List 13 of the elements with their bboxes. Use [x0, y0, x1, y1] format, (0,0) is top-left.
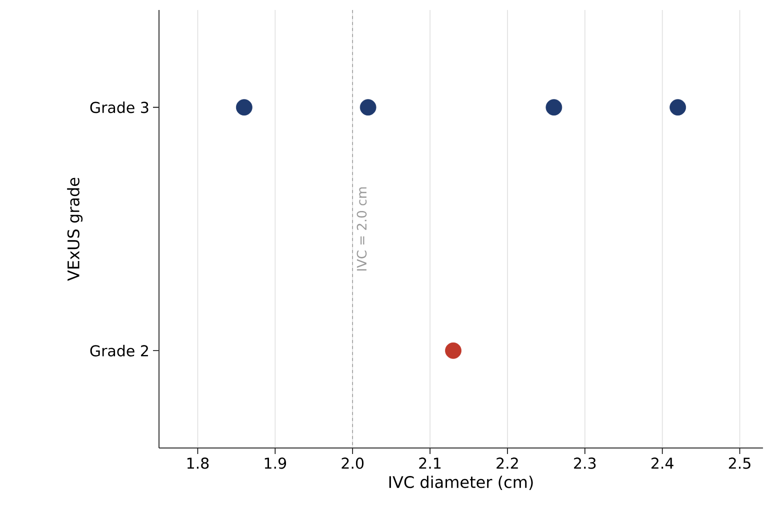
x-tick-label: 2.0 — [342, 458, 364, 469]
y-tick-label: Grade 3 — [90, 102, 148, 114]
x-tick-label: 1.8 — [187, 458, 209, 469]
x-tick-label: 2.3 — [574, 458, 596, 469]
x-tick-label: 2.5 — [728, 458, 750, 469]
x-tick-label: 2.4 — [651, 458, 674, 469]
ref-line-label: IVC = 2.0 cm — [356, 187, 367, 271]
x-tick-label: 2.1 — [419, 458, 441, 469]
y-tick-label: Grade 2 — [90, 344, 148, 356]
x-tick-label: 1.9 — [264, 458, 286, 469]
x-tick-label: 2.2 — [496, 458, 518, 469]
x-axis-title: IVC diameter (cm) — [389, 476, 533, 490]
y-axis-title: VExUS grade — [67, 178, 83, 281]
